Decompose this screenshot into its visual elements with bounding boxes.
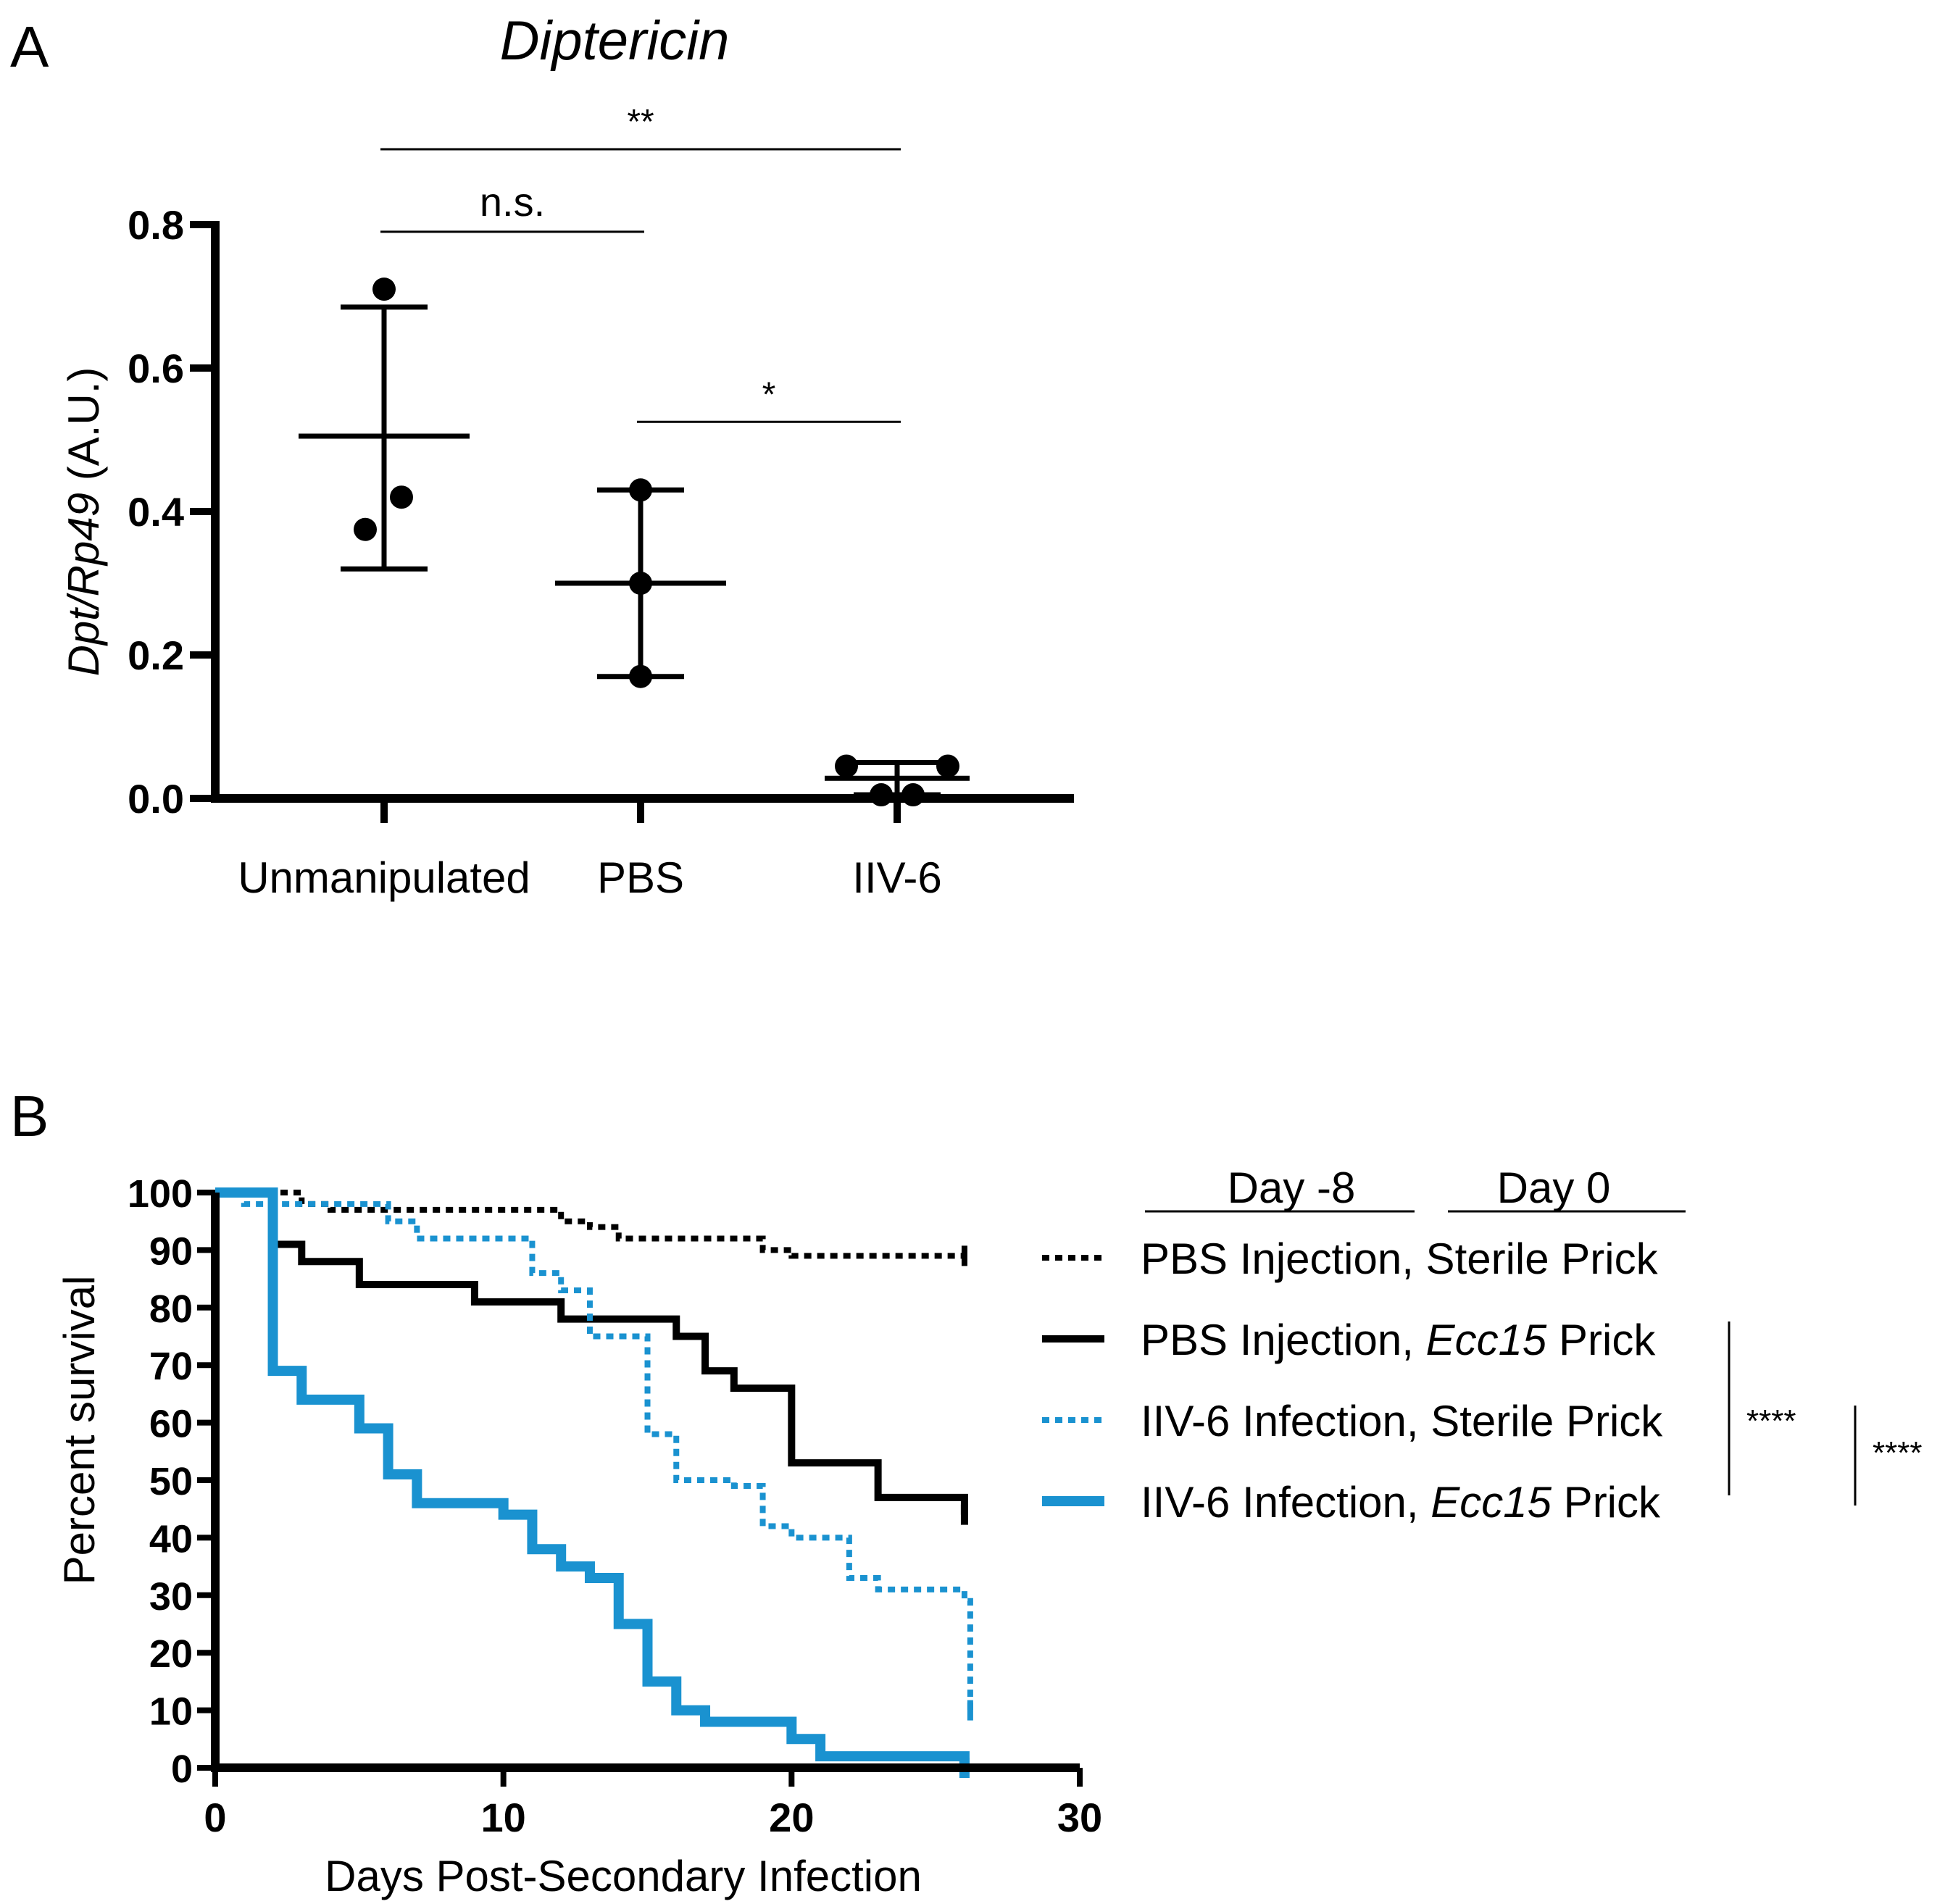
panel-b-survival-chart: Percent survival Days Post-Secondary Inf… [55, 1164, 1923, 1900]
legend-significance-label-2: **** [1873, 1435, 1923, 1471]
panel-b-y-tick-label: 100 [128, 1172, 193, 1216]
panel-b-y-tick-label: 90 [149, 1229, 193, 1273]
panel-b-y-tick-label: 30 [149, 1575, 193, 1619]
panel-a-data-point [629, 664, 652, 688]
panel-a-letter: A [10, 14, 49, 79]
panel-b-y-axis-label: Percent survival [55, 1276, 104, 1585]
panel-b-y-tick-label: 80 [149, 1287, 193, 1331]
legend-label: PBS Injection, Ecc15 Prick [1141, 1316, 1656, 1364]
panel-a-significance-label: * [762, 375, 776, 414]
panel-a-y-axis-label-italic: Dpt/Rp49 [59, 493, 108, 676]
panel-b-y-tick-label: 50 [149, 1460, 193, 1503]
panel-a-data-point [936, 754, 959, 778]
survival-curve-4 [215, 1187, 970, 1768]
panel-b-y-tick-label: 60 [149, 1403, 193, 1446]
legend-label: PBS Injection, Sterile Prick [1141, 1235, 1659, 1283]
panel-a-data-point [354, 517, 377, 541]
legend-label-part: IIV-6 Infection, [1141, 1478, 1430, 1527]
legend-label-part: Ecc15 [1430, 1478, 1552, 1527]
panel-b-x-tick-label: 0 [204, 1795, 226, 1840]
legend-label-part: Prick [1552, 1478, 1661, 1527]
panel-a-category-label: Unmanipulated [238, 853, 530, 902]
panel-b-y-tick-label: 20 [149, 1632, 193, 1676]
panel-b-x-axis-label: Days Post-Secondary Infection [325, 1852, 922, 1900]
panel-a-data-point [390, 485, 413, 509]
panel-a-category-label: PBS [597, 853, 684, 902]
panel-a-data-point [372, 277, 396, 301]
panel-a-data-point [629, 478, 652, 502]
legend-label: IIV-6 Infection, Sterile Prick [1141, 1397, 1663, 1445]
panel-a-y-tick-label: 0.0 [128, 776, 184, 822]
legend-label-part: IIV-6 Infection, Sterile Prick [1141, 1397, 1663, 1445]
legend-label-part: PBS Injection, Sterile Prick [1141, 1235, 1659, 1283]
panel-b-y-tick-label: 0 [171, 1748, 193, 1791]
legend-label-part: Prick [1546, 1316, 1656, 1364]
panel-a-data-point [629, 572, 652, 595]
panel-b-y-tick-label: 70 [149, 1345, 193, 1388]
panel-a-significance-label: ** [627, 103, 654, 141]
survival-curve-2 [215, 1189, 968, 1515]
panel-a-y-tick-label: 0.2 [128, 632, 184, 678]
survival-curve-3 [215, 1190, 973, 1711]
legend-header-day-minus-8: Day -8 [1228, 1164, 1356, 1212]
legend-header-day-0: Day 0 [1497, 1164, 1611, 1212]
panel-b-y-tick-label: 10 [149, 1690, 193, 1734]
panel-a-title: Diptericin [500, 10, 730, 72]
panel-b-x-tick-label: 30 [1057, 1795, 1102, 1840]
panel-a-significance-label: n.s. [480, 179, 545, 225]
panel-a-y-tick-label: 0.8 [128, 202, 184, 248]
panel-a-y-axis-label: Dpt/Rp49 (A.U.) [59, 367, 108, 677]
legend-label-part: Ecc15 [1426, 1316, 1547, 1364]
panel-a-y-axis-label-units: (A.U.) [59, 367, 108, 493]
legend-label-part: PBS Injection, [1141, 1316, 1426, 1364]
panel-b-x-tick-label: 20 [769, 1795, 814, 1840]
panel-b-x-tick-label: 10 [481, 1795, 526, 1840]
panel-a-scatter-chart: Diptericin Dpt/Rp49 (A.U.) 0.0 0.2 0.4 0.6 0… [59, 10, 1074, 902]
legend-label: IIV-6 Infection, Ecc15 Prick [1141, 1478, 1661, 1527]
legend-significance-label-1: **** [1746, 1403, 1796, 1439]
panel-a-category-label: IIV-6 [852, 853, 941, 902]
panel-a-y-tick-label: 0.6 [128, 346, 184, 391]
panel-a-data-point [870, 783, 893, 807]
panel-b-letter: B [10, 1084, 49, 1148]
panel-a-data-point [901, 783, 925, 807]
panel-b-y-tick-label: 40 [149, 1517, 193, 1561]
panel-a-data-point [835, 754, 858, 778]
panel-a-y-tick-label: 0.4 [128, 489, 184, 535]
